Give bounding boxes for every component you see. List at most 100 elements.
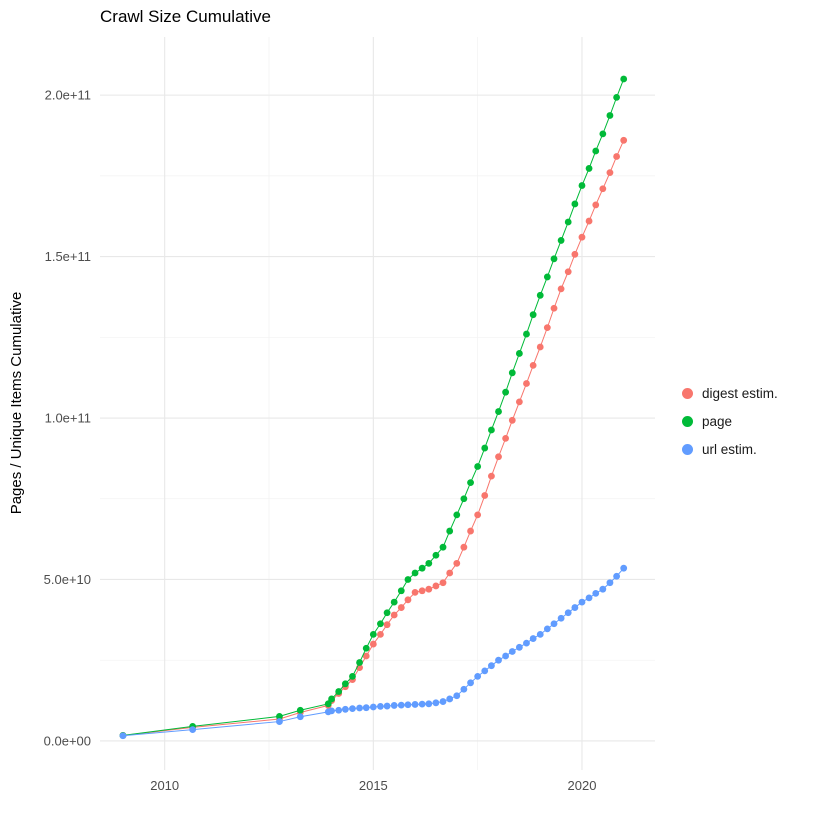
data-point-digest-estim	[446, 569, 454, 577]
data-point-url-estim	[425, 700, 433, 708]
legend-dot-url-estim-icon	[682, 443, 693, 455]
data-point-digest-estim	[495, 453, 502, 461]
data-point-url-estim	[564, 609, 572, 617]
data-point-digest-estim	[543, 324, 551, 332]
y-tick-label: 2.0e+11	[45, 88, 91, 103]
data-point-url-estim	[119, 732, 127, 740]
data-point-page	[411, 569, 419, 577]
data-point-digest-estim	[550, 304, 558, 312]
data-point-page	[557, 237, 565, 244]
data-point-page	[529, 311, 537, 319]
data-point-page	[439, 543, 447, 551]
data-point-page	[571, 200, 579, 208]
data-point-page	[502, 388, 510, 396]
data-point-page	[296, 706, 304, 714]
data-point-url-estim	[453, 692, 461, 700]
data-point-digest-estim	[536, 343, 544, 351]
data-point-digest-estim	[390, 611, 398, 619]
data-point-url-estim	[189, 726, 197, 734]
data-point-digest-estim	[620, 136, 628, 144]
data-point-url-estim	[418, 700, 426, 708]
data-point-url-estim	[432, 699, 440, 707]
axis-tick-labels: 0.0e+00 5.0e+10 1.0e+11 1.5e+11 2.0e+11 2010 2…	[44, 88, 597, 793]
data-point-url-estim	[328, 707, 335, 715]
data-point-page	[383, 609, 391, 617]
data-point-page	[418, 564, 426, 572]
data-point-page	[578, 182, 586, 189]
data-point-url-estim	[488, 662, 495, 670]
data-point-url-estim	[349, 705, 356, 713]
data-point-page	[599, 130, 607, 138]
data-point-url-estim	[508, 648, 516, 655]
legend-dot-page-icon	[682, 415, 693, 427]
data-point-page	[362, 644, 370, 652]
data-point-page	[369, 630, 377, 638]
data-point-url-estim	[599, 585, 607, 593]
data-point-page	[536, 291, 544, 299]
data-point-url-estim	[515, 643, 523, 651]
data-point-digest-estim	[585, 217, 593, 225]
data-point-page	[523, 330, 530, 338]
data-point-digest-estim	[453, 559, 461, 567]
data-point-page	[481, 444, 489, 452]
data-point-page	[390, 598, 398, 606]
gridlines-minor	[100, 37, 655, 770]
data-point-url-estim	[557, 614, 565, 622]
data-point-page	[564, 218, 572, 226]
data-point-url-estim	[362, 704, 370, 712]
data-point-digest-estim	[425, 585, 433, 593]
legend-label-page: page	[702, 413, 733, 429]
data-point-page	[592, 147, 600, 155]
data-point-page	[495, 408, 502, 415]
y-tick-label: 1.5e+11	[45, 249, 91, 264]
legend: digest estim. page url estim.	[682, 379, 778, 463]
data-point-url-estim	[592, 589, 600, 597]
legend-dot-digest-estim-icon	[682, 387, 693, 399]
data-point-digest-estim	[557, 285, 565, 293]
data-point-page	[432, 551, 440, 559]
data-point-url-estim	[411, 701, 419, 708]
data-point-url-estim	[495, 656, 502, 664]
data-point-digest-estim	[439, 579, 447, 587]
data-point-digest-estim	[432, 582, 440, 590]
data-point-url-estim	[460, 685, 468, 693]
data-point-url-estim	[536, 630, 544, 638]
data-point-url-estim	[404, 701, 412, 709]
data-point-digest-estim	[404, 596, 412, 604]
data-point-page	[467, 479, 474, 487]
data-point-digest-estim	[488, 472, 495, 480]
data-point-digest-estim	[467, 527, 474, 535]
data-point-url-estim	[397, 701, 405, 709]
data-point-page	[488, 426, 495, 434]
data-point-page	[606, 112, 614, 119]
data-point-url-estim	[585, 594, 593, 602]
series-digest-estim	[119, 136, 628, 739]
data-point-url-estim	[502, 652, 510, 660]
data-point-digest-estim	[362, 652, 370, 660]
data-point-page	[550, 255, 558, 263]
data-point-page	[276, 712, 283, 720]
data-point-digest-estim	[397, 604, 405, 611]
data-point-url-estim	[613, 572, 621, 580]
data-point-url-estim	[467, 679, 474, 687]
x-tick-label: 2020	[568, 778, 597, 793]
data-point-digest-estim	[523, 380, 530, 387]
data-point-page	[453, 511, 461, 519]
data-point-url-estim	[550, 620, 558, 628]
legend-label-url-estim: url estim.	[702, 441, 757, 457]
legend-item-url-estim: url estim.	[682, 435, 778, 463]
data-point-url-estim	[296, 713, 304, 721]
data-point-url-estim	[341, 705, 349, 713]
data-point-url-estim	[276, 718, 283, 725]
y-axis-title-text: Pages / Unique Items Cumulative	[8, 291, 25, 515]
data-point-digest-estim	[613, 153, 621, 160]
data-point-page	[508, 369, 516, 377]
data-point-url-estim	[335, 706, 343, 714]
chart-title: Crawl Size Cumulative	[100, 7, 271, 26]
data-point-url-estim	[377, 702, 384, 710]
data-point-digest-estim	[383, 621, 391, 629]
data-point-page	[474, 463, 482, 470]
data-point-url-estim	[523, 639, 530, 647]
data-point-page	[356, 659, 363, 666]
